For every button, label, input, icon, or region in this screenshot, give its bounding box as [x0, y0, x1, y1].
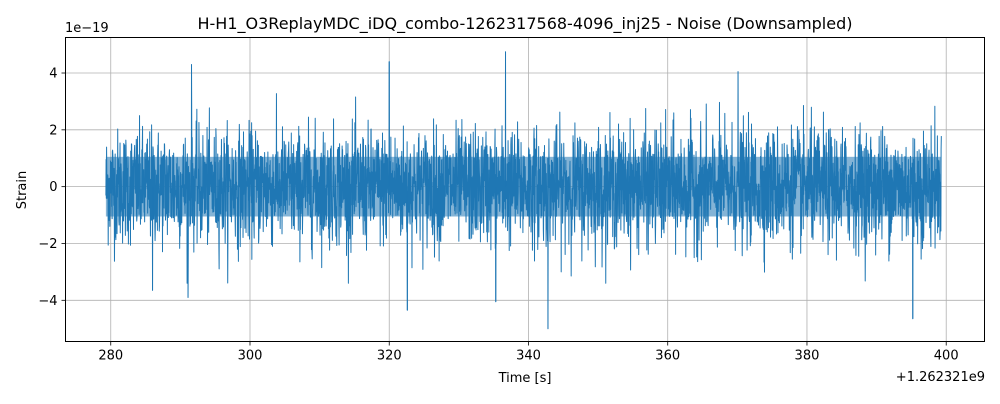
x-axis-label: Time [s] [498, 371, 552, 386]
y-tick-label: −4 [38, 294, 57, 309]
ticks: 280 300 320 340 360 380 400 −4 −2 0 2 4 [38, 67, 958, 364]
series-layer [105, 51, 942, 330]
y-tick-label: 0 [49, 180, 57, 195]
x-tick-label: 340 [516, 349, 541, 364]
x-tick-label: 300 [238, 349, 263, 364]
y-axis-label: Strain [15, 171, 30, 210]
x-offset-label: +1.262321e9 [896, 370, 985, 385]
y-tick-label: 4 [49, 67, 57, 82]
axes-frame [65, 37, 985, 342]
y-tick-label: 2 [49, 123, 57, 138]
y-tick-label: −2 [38, 237, 57, 252]
y-scale-label: 1e−19 [65, 21, 109, 36]
x-tick-label: 320 [377, 349, 402, 364]
x-tick-label: 280 [98, 349, 123, 364]
x-tick-label: 400 [934, 349, 959, 364]
strain-series-line [105, 51, 942, 330]
chart-title: H-H1_O3ReplayMDC_iDQ_combo-1262317568-40… [198, 14, 853, 34]
x-tick-label: 360 [655, 349, 680, 364]
x-tick-label: 380 [795, 349, 820, 364]
